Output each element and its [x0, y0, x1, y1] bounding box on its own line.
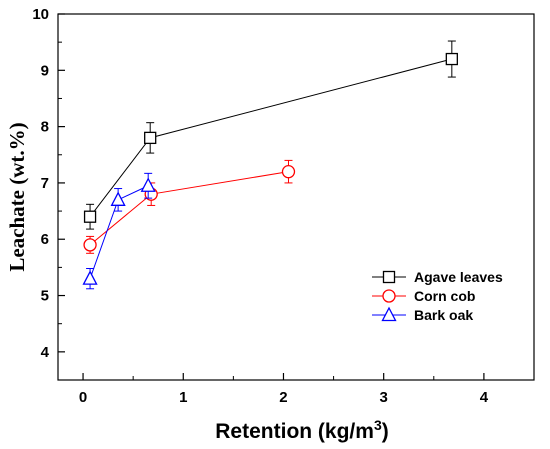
data-point — [144, 131, 157, 145]
data-point — [82, 270, 98, 285]
legend-marker — [382, 270, 396, 284]
series-corn-cob — [83, 159, 296, 254]
legend-marker — [381, 306, 397, 322]
data-point — [110, 191, 126, 206]
legend-item-corn-cob: Corn cob — [372, 288, 475, 304]
y-tick-label: 4 — [41, 344, 50, 361]
legend-label: Bark oak — [414, 307, 473, 323]
y-tick-label: 10 — [32, 6, 49, 23]
legend-item-bark-oak: Bark oak — [372, 306, 473, 323]
data-point — [83, 210, 97, 223]
x-tick-label: 0 — [79, 389, 87, 406]
y-tick-label: 5 — [41, 288, 49, 305]
series-bark-oak — [82, 172, 156, 290]
legend-label: Corn cob — [414, 288, 475, 304]
x-axis-title-superscript: 3 — [374, 417, 382, 433]
data-point — [140, 177, 156, 192]
data-point — [281, 165, 296, 179]
plot-frame — [57, 13, 535, 381]
x-axis-title-main: Retention (kg/m — [215, 420, 374, 443]
x-tick-label: 3 — [380, 389, 388, 406]
x-tick-label: 2 — [279, 389, 287, 406]
legend-item-agave-leaves: Agave leaves — [372, 269, 503, 285]
data-point — [445, 52, 458, 66]
x-axis-title-suffix: ) — [382, 420, 389, 443]
y-tick-label: 6 — [41, 231, 49, 248]
series-line — [89, 171, 289, 246]
tick-labels: 0 1 2 3 4 4 5 6 7 8 9 10 — [32, 6, 488, 406]
x-tick-label: 1 — [179, 389, 187, 406]
x-tick-label: 4 — [480, 389, 489, 406]
y-tick-label: 9 — [41, 62, 49, 79]
y-tick-label: 7 — [41, 175, 49, 192]
legend-marker — [382, 289, 396, 303]
series-agave-leaves — [83, 40, 458, 230]
legend: Agave leaves Corn cob Bark oak — [372, 269, 503, 323]
y-axis-title: Leachate (wt.%) — [5, 122, 29, 271]
series-layer — [82, 40, 458, 290]
data-point — [83, 238, 97, 252]
axis-ticks — [58, 13, 485, 380]
legend-label: Agave leaves — [414, 269, 503, 285]
y-tick-label: 8 — [41, 119, 49, 136]
x-axis-title: Retention (kg/m3) — [215, 417, 388, 443]
